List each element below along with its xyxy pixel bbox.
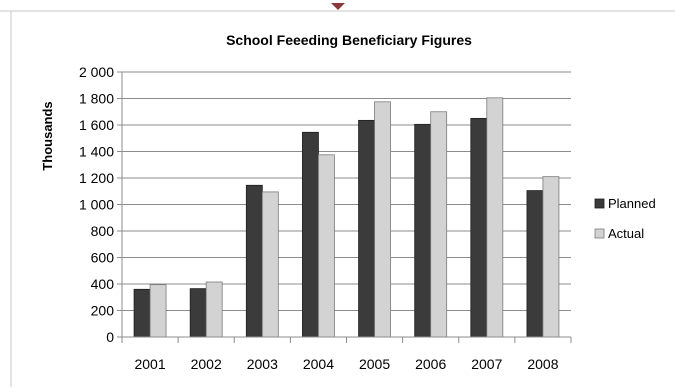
y-tick-label: 1 400 [79,144,114,160]
bar-planned-2005 [358,119,375,338]
y-tick-label: 1 200 [79,170,114,186]
y-tick-label: 0 [106,329,114,345]
bar-actual-2002 [205,281,223,338]
bar-planned-2002 [189,288,207,338]
legend-swatch-actual [594,228,605,239]
y-axis-ticks: 0 200 400 600 800 1 000 1 200 1 400 1 600 1 800 2 … [79,64,122,345]
bar-actual-2001 [149,284,167,338]
y-tick-label: 400 [91,276,115,292]
y-tick-label: 2 000 [79,64,114,80]
bar-actual-2007 [486,97,504,338]
bar-actual-2004 [318,154,335,338]
legend: Planned Actual [594,196,656,241]
bar-actual-2008 [542,176,560,338]
top-marker-shape [331,3,345,10]
bar-planned-2001 [133,288,151,338]
x-tick-label: 2003 [247,356,278,372]
y-tick-label: 1 800 [79,91,114,107]
legend-label-planned: Planned [608,196,656,211]
y-tick-label: 600 [91,250,115,266]
x-tick-label: 2001 [134,356,165,372]
x-tick-label: 2002 [191,356,222,372]
bar-planned-2006 [414,123,432,338]
legend-swatch-planned [594,198,605,209]
x-tick-label: 2006 [415,356,446,372]
x-tick-label: 2008 [527,356,558,372]
bar-planned-2004 [302,131,319,338]
legend-label-actual: Actual [608,226,644,241]
bar-planned-2008 [526,190,544,338]
y-tick-label: 800 [91,223,115,239]
bar-actual-2005 [374,101,391,338]
y-axis-label: Thousands [40,101,55,170]
bar-planned-2003 [245,184,263,338]
bar-actual-2006 [430,111,448,338]
x-axis-ticks: 2001 2002 2003 2004 2005 2006 2007 2008 [121,337,572,372]
y-tick-label: 1 600 [79,117,114,133]
x-tick-label: 2004 [303,356,334,372]
bar-planned-2007 [470,117,488,338]
chart-title: School Feeeding Beneficiary Figures [226,32,472,48]
bar-actual-2003 [261,191,279,338]
x-tick-label: 2007 [471,356,502,372]
bars [133,97,560,338]
y-tick-label: 1 000 [79,197,114,213]
grid-lines [122,71,571,311]
x-tick-label: 2005 [359,356,390,372]
y-tick-label: 200 [91,303,115,319]
